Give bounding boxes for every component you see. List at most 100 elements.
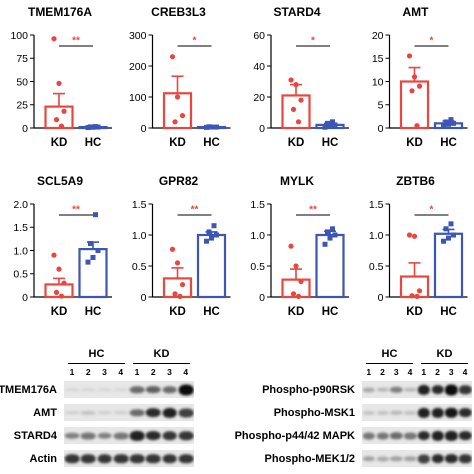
blot-band — [113, 432, 129, 439]
y-tick-label: 20 — [372, 30, 384, 42]
data-point-kd — [288, 243, 294, 249]
data-point-kd — [51, 252, 57, 258]
data-point-kd — [290, 106, 297, 112]
x-category-label: KD — [406, 306, 423, 318]
data-point-kd — [293, 263, 299, 269]
blot-row-label: Phospho-p90RSK — [262, 384, 355, 396]
y-tick-label: 0.5 — [250, 261, 265, 273]
data-point-hc — [209, 235, 214, 241]
blot-band — [178, 453, 194, 464]
blot-band — [64, 453, 80, 464]
blot-band — [431, 430, 444, 441]
data-point-hc — [332, 232, 338, 238]
chart-title: GPR82 — [159, 174, 199, 188]
chart-title: ZBTB6 — [396, 174, 435, 188]
blot-band — [445, 430, 458, 441]
data-point-hc — [443, 226, 449, 232]
lane-number: 4 — [118, 367, 124, 377]
blot-band — [162, 430, 177, 441]
blot-band — [97, 432, 112, 439]
bar-kd — [399, 275, 430, 299]
chart-title: SCL5A9 — [37, 174, 83, 188]
data-point-hc — [332, 122, 338, 128]
x-category-label: KD — [169, 137, 186, 149]
data-point-kd — [288, 77, 294, 83]
y-tick-label: 40 — [253, 61, 265, 73]
y-tick-label: 1.0 — [369, 230, 384, 242]
blot-band — [458, 430, 472, 441]
lane-group-label: HC — [88, 348, 105, 360]
blot-row-label: AMT — [33, 407, 57, 419]
y-tick-label: 1.5 — [132, 199, 147, 211]
bar-chart-panel: CREB3L3 0 100 200 300 KD HC * — [129, 5, 231, 149]
y-tick-label: 15 — [372, 53, 384, 65]
data-point-hc — [88, 241, 93, 247]
blot-band — [97, 453, 112, 464]
blot-row-label: Phospho-MEK1/2 — [264, 453, 355, 465]
data-point-hc — [88, 124, 93, 130]
bar-chart-panel: STARD4 0 20 40 60 KD HC * — [253, 5, 349, 149]
data-point-kd — [406, 232, 413, 238]
y-tick-label: 1.0 — [250, 230, 265, 242]
data-point-kd — [172, 291, 178, 297]
blot-band — [64, 387, 80, 392]
blot-band — [417, 454, 431, 463]
blot-band — [178, 384, 194, 395]
blot-band — [445, 453, 458, 464]
blot-row-label: STARD4 — [13, 430, 57, 442]
blot-band — [113, 410, 129, 415]
blot-band — [162, 407, 177, 418]
lane-number: 3 — [448, 367, 454, 377]
y-tick-label: 10 — [372, 76, 384, 88]
y-tick-label: 300 — [129, 30, 147, 42]
data-point-kd — [409, 88, 415, 94]
blot-band — [362, 410, 376, 415]
blot-band — [129, 430, 145, 441]
blot-band — [162, 385, 177, 394]
data-point-kd — [409, 293, 415, 299]
data-point-kd — [177, 293, 183, 299]
blot-strip — [362, 381, 472, 398]
lane-number: 3 — [167, 367, 172, 377]
blot-row-label: TMEM176A — [0, 384, 57, 396]
blot-band — [64, 432, 80, 439]
blot-band — [81, 387, 96, 392]
blot-band — [64, 410, 80, 415]
data-point-hc — [443, 119, 449, 125]
blot-band — [162, 453, 177, 464]
x-category-label: HC — [322, 306, 339, 318]
y-tick-label: 1.0 — [13, 245, 28, 257]
blot-band — [178, 408, 194, 417]
lane-number: 4 — [183, 367, 189, 377]
data-point-hc — [448, 117, 454, 123]
x-category-label: KD — [51, 306, 68, 318]
blot-band — [417, 384, 431, 395]
data-point-kd — [295, 293, 302, 299]
data-point-hc — [214, 124, 219, 130]
x-category-label: HC — [440, 137, 457, 149]
y-tick-label: 75 — [16, 53, 28, 65]
blot-row-label: Actin — [29, 453, 58, 465]
blot-band — [445, 407, 458, 418]
y-tick-label: 1.5 — [13, 222, 28, 234]
bar-hc — [315, 233, 345, 299]
y-tick-label: 0 — [259, 292, 265, 304]
blot-band — [362, 455, 376, 462]
blot-band — [403, 455, 417, 462]
data-point-kd — [295, 119, 302, 125]
data-point-kd — [414, 293, 420, 299]
data-point-hc — [327, 235, 333, 241]
lane-group-line — [68, 363, 125, 364]
lane-group-line — [421, 363, 468, 364]
lane-group-label: HC — [381, 348, 398, 360]
blot-band — [129, 453, 145, 464]
blot-band — [390, 431, 403, 440]
y-tick-label: 25 — [16, 100, 28, 112]
data-point-kd — [416, 83, 423, 89]
data-point-kd — [56, 266, 62, 272]
y-tick-label: 0 — [141, 123, 147, 135]
data-point-kd — [169, 246, 176, 252]
data-point-kd — [61, 108, 67, 114]
x-category-label: HC — [203, 137, 220, 149]
data-point-kd — [174, 94, 181, 100]
